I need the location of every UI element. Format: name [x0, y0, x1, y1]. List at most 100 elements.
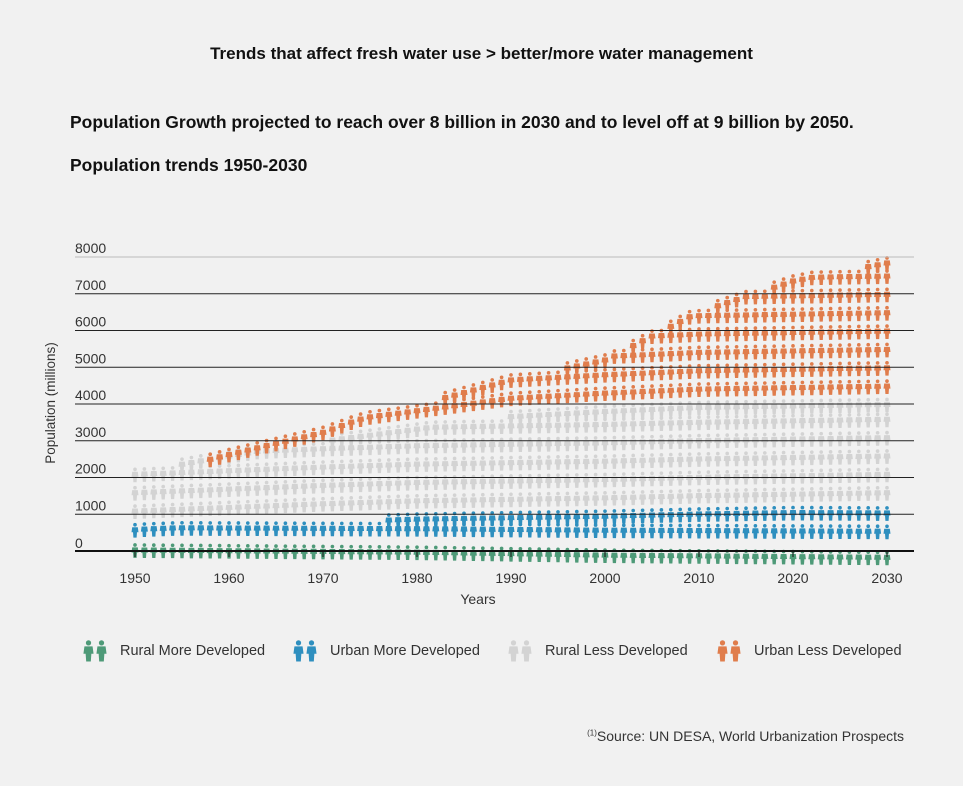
- person-icon: [855, 431, 863, 447]
- person-icon: [874, 430, 882, 446]
- person-icon: [686, 364, 694, 380]
- person-icon: [263, 462, 271, 478]
- person-icon: [507, 455, 515, 471]
- x-tick-label: 2030: [871, 570, 902, 586]
- pictogram-column-urban-less-developed-1989: [498, 375, 506, 408]
- person-icon: [883, 269, 891, 284]
- person-icon: [516, 390, 524, 406]
- person-icon: [479, 380, 487, 396]
- person-icon: [751, 506, 759, 522]
- person-icon: [723, 295, 731, 311]
- person-icon: [328, 459, 336, 475]
- person-icon: [883, 287, 891, 303]
- person-icon: [789, 432, 797, 448]
- pictogram-column-rural-less-developed-2022: [808, 398, 816, 502]
- pictogram-column-urban-more-developed-2009: [686, 507, 694, 539]
- pictogram-column-urban-more-developed-1953: [159, 521, 167, 537]
- person-icon: [704, 523, 712, 539]
- person-icon: [328, 521, 336, 537]
- person-icon: [883, 467, 891, 483]
- person-icon: [695, 345, 703, 361]
- person-icon: [469, 419, 477, 435]
- pictogram-column-urban-more-developed-1976: [375, 521, 383, 537]
- person-icon: [498, 546, 506, 562]
- pictogram-column-urban-less-developed-1972: [338, 418, 346, 434]
- person-icon: [751, 487, 759, 503]
- person-icon: [498, 510, 506, 526]
- pictogram-column-rural-more-developed-1972: [338, 544, 346, 560]
- person-icon: [657, 523, 665, 539]
- pictogram-column-urban-more-developed-1980: [413, 512, 421, 537]
- person-icon: [516, 510, 524, 526]
- person-icon: [573, 491, 581, 507]
- person-icon: [733, 414, 741, 430]
- person-icon: [479, 511, 487, 527]
- pictogram-column-urban-less-developed-1970: [319, 425, 327, 441]
- person-icon: [197, 521, 205, 536]
- person-icon: [507, 373, 515, 388]
- person-icon: [281, 461, 289, 477]
- person-icon: [836, 550, 844, 565]
- person-icon: [535, 371, 543, 387]
- person-icon: [469, 456, 477, 472]
- person-icon: [836, 524, 844, 540]
- person-icon: [582, 509, 590, 525]
- person-icon: [338, 496, 346, 512]
- person-icon: [629, 472, 637, 487]
- pictogram-column-urban-more-developed-2028: [864, 506, 872, 540]
- person-icon: [836, 431, 844, 447]
- person-icon: [554, 547, 562, 563]
- pictogram-column-urban-more-developed-1974: [357, 521, 365, 537]
- person-icon: [469, 474, 477, 490]
- person-icon: [488, 492, 496, 508]
- person-icon: [770, 280, 778, 296]
- pictogram-column-rural-less-developed-2004: [639, 403, 647, 505]
- person-icon: [667, 471, 675, 486]
- pictogram-column-urban-more-developed-1958: [206, 521, 214, 536]
- pictogram-column-urban-more-developed-1986: [469, 511, 477, 538]
- pictogram-column-urban-more-developed-2015: [742, 506, 750, 539]
- person-icon: [507, 474, 515, 489]
- person-icon: [676, 470, 684, 486]
- pictogram-column-urban-less-developed-1975: [366, 409, 374, 425]
- pictogram-column-urban-less-developed-2017: [761, 289, 769, 396]
- pictogram-column-urban-more-developed-1963: [253, 521, 261, 537]
- person-icon: [827, 398, 835, 414]
- person-icon: [469, 511, 477, 527]
- person-icon: [751, 432, 759, 448]
- pictogram-column-rural-less-developed-1995: [554, 407, 562, 507]
- pictogram-column-urban-less-developed-2005: [648, 329, 656, 399]
- person-icon: [639, 366, 647, 382]
- person-icon: [676, 346, 684, 362]
- person-icon: [554, 407, 562, 422]
- person-icon: [648, 523, 656, 539]
- person-icon: [545, 491, 553, 507]
- person-icon: [855, 467, 863, 483]
- person-icon: [874, 467, 882, 483]
- person-icon: [845, 524, 853, 540]
- pictogram-column-urban-more-developed-1954: [169, 521, 177, 536]
- legend-rural-less-developed: Rural Less Developed: [508, 636, 688, 666]
- pictogram-column-urban-less-developed-2010: [695, 308, 703, 397]
- pictogram-column-rural-less-developed-2025: [836, 398, 844, 502]
- person-icon: [488, 456, 496, 471]
- person-icon: [422, 493, 430, 509]
- person-icon: [413, 493, 421, 509]
- person-icon: [798, 343, 806, 359]
- person-icon: [432, 493, 440, 509]
- pictogram-column-rural-more-developed-1978: [394, 545, 402, 560]
- person-icon: [404, 439, 412, 454]
- person-icon: [526, 492, 534, 507]
- person-icon: [864, 361, 872, 376]
- person-icon: [375, 521, 383, 537]
- person-icon: [592, 386, 600, 402]
- person-icon: [169, 502, 177, 518]
- person-icon: [413, 422, 421, 438]
- person-icon: [751, 326, 759, 342]
- person-icon: [225, 521, 233, 536]
- person-icon: [592, 368, 600, 384]
- pictogram-column-rural-less-developed-1994: [545, 407, 553, 507]
- person-icon: [780, 487, 788, 503]
- pictogram-column-rural-more-developed-1991: [516, 546, 524, 562]
- person-icon: [686, 309, 694, 325]
